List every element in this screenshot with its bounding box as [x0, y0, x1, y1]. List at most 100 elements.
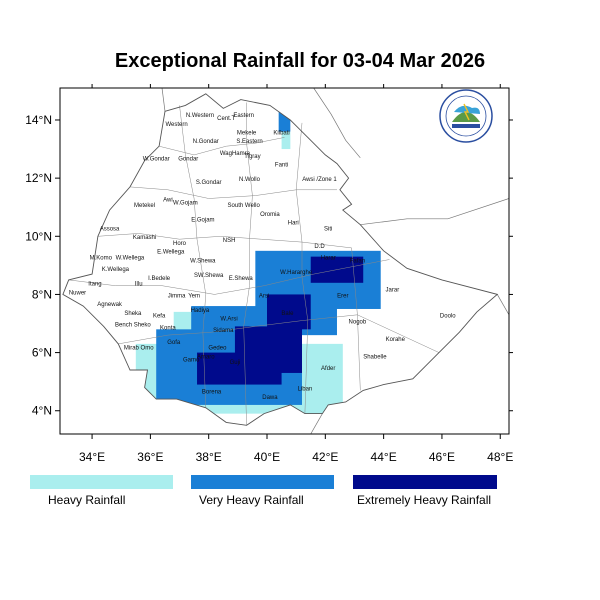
neighbor-border: [360, 198, 509, 226]
place-label: Fafan: [350, 258, 365, 264]
rain-cell-extreme: [267, 294, 311, 330]
place-label: Jarar: [386, 288, 400, 294]
place-label: Arsi: [259, 293, 269, 299]
x-tick-label: 38°E: [196, 450, 222, 464]
place-label: Shabelle: [363, 354, 387, 360]
place-label: W.Shewa: [190, 258, 216, 264]
place-label: E.Gojam: [191, 218, 214, 224]
place-label: Yem: [188, 293, 200, 299]
place-label: Bale: [281, 311, 294, 317]
place-label: Illu: [135, 282, 143, 288]
place-label: Siti: [324, 226, 332, 232]
admin-boundary: [243, 102, 253, 426]
place-label: W.Hararghe: [280, 270, 313, 276]
place-label: Nuwer: [69, 290, 86, 296]
place-label: Tigray: [244, 154, 260, 160]
place-label: Jimma: [168, 293, 186, 299]
admin-boundary: [179, 105, 207, 408]
place-label: Gamo: [183, 357, 200, 363]
place-label: Agnewak: [97, 302, 123, 308]
x-tick-label: 44°E: [371, 450, 397, 464]
place-label: N.Gondar: [193, 139, 219, 145]
place-label: Hari: [288, 221, 299, 227]
admin-boundary: [159, 137, 285, 156]
place-label: D.D: [314, 244, 325, 250]
place-label: W.Wellega: [116, 256, 145, 262]
place-label: Gofa: [167, 340, 181, 346]
place-label: Fanti: [275, 163, 288, 169]
place-label: Mekele: [237, 131, 257, 137]
place-label: N.Western: [186, 113, 214, 119]
place-label: Kilbati: [273, 131, 289, 137]
x-tick-label: 48°E: [487, 450, 513, 464]
place-label: Assosa: [100, 226, 120, 232]
legend-swatch-extreme: [353, 475, 497, 489]
x-tick-label: 42°E: [312, 450, 338, 464]
place-label: Gedeo: [208, 346, 227, 352]
y-tick-label: 10°N: [25, 229, 52, 243]
place-label: Bench Sheko: [115, 322, 151, 328]
place-label: Sidama: [213, 328, 234, 334]
admin-boundary: [68, 259, 390, 295]
place-label: Kefa: [153, 314, 166, 320]
place-label: South Wello: [228, 203, 261, 209]
place-label: SW.Shewa: [194, 273, 224, 279]
legend-swatch-heavy: [30, 475, 173, 489]
place-label: Harar: [321, 256, 336, 262]
place-label: Awsi /Zone 1: [302, 177, 337, 183]
rain-cell-extreme: [234, 326, 302, 373]
admin-boundary: [351, 247, 361, 391]
place-label: Awi: [163, 197, 173, 203]
place-label: Sheka: [124, 311, 142, 317]
place-label: S.Gondar: [196, 180, 222, 186]
place-label: E.Wellega: [157, 250, 185, 256]
neighbor-border: [161, 88, 166, 112]
place-label: Liban: [298, 386, 313, 392]
map-frame: [59, 87, 510, 435]
rain-cell-very-heavy: [278, 108, 291, 132]
place-label: M.Komo: [90, 256, 113, 262]
place-label: Metekel: [134, 203, 155, 209]
y-tick-label: 8°N: [32, 287, 52, 301]
y-tick-label: 12°N: [25, 171, 52, 185]
country-border: [62, 93, 499, 426]
place-label: Nogob: [349, 320, 367, 326]
place-label: Erer: [337, 293, 348, 299]
y-tick-label: 6°N: [32, 346, 52, 360]
y-tick-label: 4°N: [32, 404, 52, 418]
place-label: Konta: [160, 325, 176, 331]
admin-boundary: [295, 122, 309, 414]
place-label: Gondar: [178, 157, 198, 163]
place-label: Oromia: [260, 212, 280, 218]
place-label: Horo: [173, 241, 187, 247]
neighbor-border: [496, 294, 509, 315]
place-label: Amaro: [197, 354, 215, 360]
legend-swatch-very-heavy: [191, 475, 334, 489]
place-label: N.Wollo: [239, 177, 261, 183]
x-tick-label: 40°E: [254, 450, 280, 464]
place-label: E.Shewa: [229, 276, 254, 282]
place-label: NSH: [223, 238, 236, 244]
place-label: Itang: [88, 282, 101, 288]
rain-cell-heavy: [281, 131, 291, 150]
place-label: I.Bedele: [148, 276, 171, 282]
x-tick-label: 36°E: [137, 450, 163, 464]
legend-label-heavy: Heavy Rainfall: [48, 493, 126, 507]
place-label: Dawa: [262, 395, 278, 401]
place-label: W.Gojam: [173, 200, 198, 206]
place-label: W.Arsi: [220, 317, 237, 323]
place-label: Guji: [230, 360, 241, 366]
legend-label-extreme: Extremely Heavy Rainfall: [357, 493, 492, 507]
y-tick-label: 14°N: [25, 113, 52, 127]
place-label: W.Gondar: [143, 157, 170, 163]
place-label: Korahe: [386, 337, 406, 343]
place-label: WagHamra: [220, 151, 251, 157]
legend-label-very-heavy: Very Heavy Rainfall: [199, 493, 304, 507]
place-label: Kamashi: [133, 235, 156, 241]
place-label: K.Wellega: [102, 267, 130, 273]
place-label: Western: [166, 122, 188, 128]
agency-logo-icon: [439, 89, 493, 143]
map-title: Exceptional Rainfall for 03-04 Mar 2026: [114, 50, 486, 72]
place-label: Mirab Omo: [124, 346, 154, 352]
